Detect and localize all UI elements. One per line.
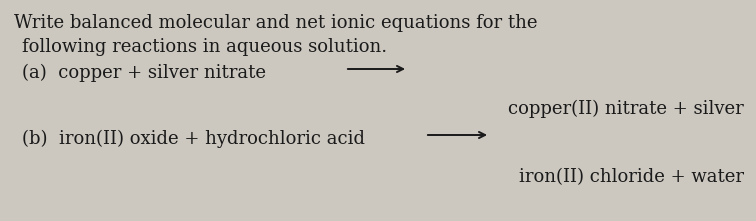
Text: (a)  copper + silver nitrate: (a) copper + silver nitrate [22,64,266,82]
Text: (b)  iron(II) oxide + hydrochloric acid: (b) iron(II) oxide + hydrochloric acid [22,130,365,148]
Text: copper(II) nitrate + silver: copper(II) nitrate + silver [508,100,744,118]
Text: iron(II) chloride + water: iron(II) chloride + water [519,168,744,186]
Text: Write balanced molecular and net ionic equations for the: Write balanced molecular and net ionic e… [14,14,538,32]
Text: following reactions in aqueous solution.: following reactions in aqueous solution. [22,38,387,56]
